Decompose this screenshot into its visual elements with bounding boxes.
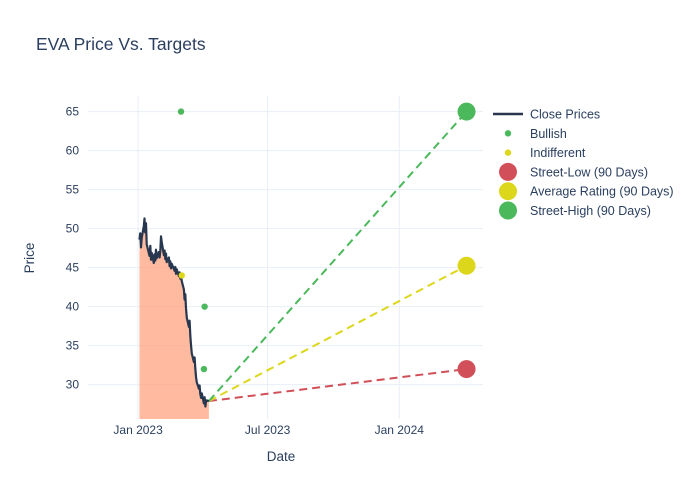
- legend-item-street-high-90-days[interactable]: Street-High (90 Days): [499, 201, 651, 220]
- legend: Close Prices Bullish Indifferent Street-Low…: [493, 108, 674, 220]
- legend-bubble-swatch: [499, 182, 517, 201]
- legend-label: Average Rating (90 Days): [530, 185, 674, 199]
- chart-title: EVA Price Vs. Targets: [36, 34, 206, 54]
- marker-layer: [177, 102, 476, 379]
- legend-label: Street-High (90 Days): [530, 204, 651, 218]
- y-tick-label: 40: [66, 300, 80, 314]
- legend-item-average-rating-90-days[interactable]: Average Rating (90 Days): [499, 182, 674, 201]
- trace-layer: [138, 110, 468, 419]
- legend-dot-swatch: [504, 149, 512, 156]
- indifferent-rating-marker[interactable]: [178, 272, 185, 279]
- y-tick-label: 55: [66, 183, 80, 197]
- y-tick-label: 45: [66, 261, 80, 275]
- legend-bubble-swatch: [499, 162, 517, 181]
- close-prices-line[interactable]: [138, 217, 210, 408]
- legend-item-indifferent[interactable]: Indifferent: [504, 146, 586, 160]
- legend-label: Bullish: [530, 127, 567, 141]
- y-tick-label: 30: [66, 378, 80, 392]
- legend-bubble-swatch: [499, 201, 517, 220]
- street-low-target-marker[interactable]: [457, 360, 476, 379]
- legend-item-close-prices[interactable]: Close Prices: [493, 108, 600, 122]
- y-tick-label: 35: [66, 339, 80, 353]
- target-projection-line: [208, 368, 467, 403]
- x-tick-label: Jan 2023: [113, 423, 163, 437]
- average-target-marker[interactable]: [457, 256, 476, 275]
- axis-layer: 30 35 40 45 50 55 60 65 Jan 2023 Jul 2023 Jan 2024: [66, 105, 425, 437]
- y-axis-title: Price: [22, 243, 37, 274]
- legend-label: Street-Low (90 Days): [530, 165, 648, 179]
- bullish-rating-marker[interactable]: [200, 365, 208, 373]
- target-projection-line: [208, 264, 468, 402]
- y-tick-label: 60: [66, 144, 80, 158]
- street-high-target-marker[interactable]: [457, 102, 476, 121]
- bullish-rating-marker[interactable]: [201, 303, 208, 310]
- legend-label: Indifferent: [530, 146, 586, 160]
- legend-item-bullish[interactable]: Bullish: [504, 127, 567, 141]
- legend-dot-swatch: [504, 130, 512, 137]
- x-axis-title: Date: [267, 449, 296, 464]
- x-tick-label: Jan 2024: [375, 423, 425, 437]
- y-tick-label: 65: [66, 105, 80, 119]
- y-tick-label: 50: [66, 222, 80, 236]
- legend-item-street-low-90-days[interactable]: Street-Low (90 Days): [499, 162, 648, 181]
- bullish-rating-marker[interactable]: [177, 108, 185, 115]
- close-price-area-fill: [139, 218, 209, 419]
- legend-label: Close Prices: [530, 108, 600, 122]
- x-tick-label: Jul 2023: [245, 423, 291, 437]
